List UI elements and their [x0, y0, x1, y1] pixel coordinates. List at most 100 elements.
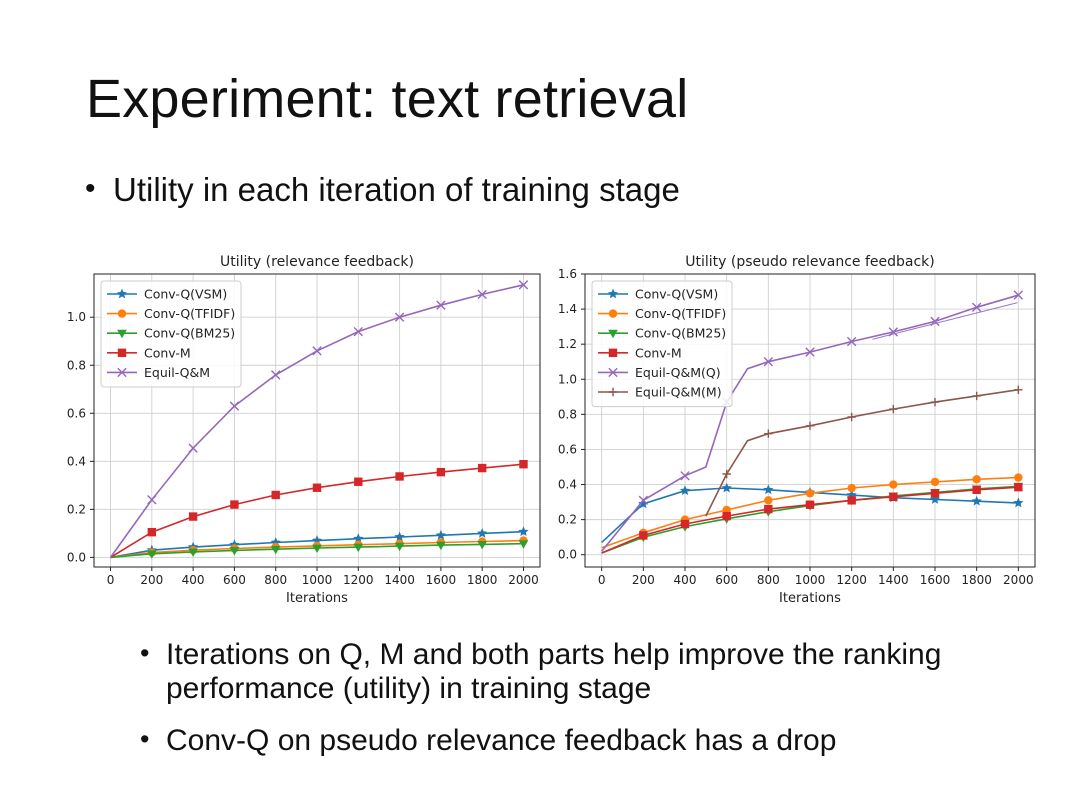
chart-title: Utility (pseudo relevance feedback) — [685, 254, 935, 270]
data-point — [1014, 482, 1023, 492]
data-point — [805, 347, 815, 357]
x-tick-label: 800 — [757, 573, 780, 587]
data-point — [312, 483, 322, 492]
data-point — [519, 460, 528, 469]
x-tick-label: 1600 — [426, 573, 457, 587]
x-tick-label: 0 — [107, 573, 115, 587]
legend-label: Conv-Q(BM25) — [635, 326, 726, 341]
data-point — [930, 489, 940, 498]
x-tick-label: 800 — [264, 573, 287, 587]
data-point — [889, 404, 898, 414]
data-point — [805, 500, 815, 509]
data-point — [805, 489, 815, 498]
y-tick-label: 0.2 — [558, 513, 577, 527]
data-point — [271, 490, 280, 500]
bullet-main-text: Utility in each iteration of training st… — [113, 171, 680, 208]
data-point — [311, 535, 323, 545]
bullet-sub-1-text: Iterations on Q, M and both parts help i… — [166, 638, 942, 705]
bullet-dot-icon: • — [85, 172, 96, 205]
data-point — [477, 541, 487, 550]
data-point — [188, 512, 198, 521]
series-conv-q-bm25 — [110, 540, 529, 559]
data-point — [638, 495, 649, 506]
x-tick-label: 1000 — [795, 573, 826, 587]
data-point — [436, 541, 446, 551]
legend-item-conv-q-vsm: Conv-Q(VSM) — [107, 287, 227, 302]
data-point — [1013, 497, 1024, 508]
data-point — [147, 527, 157, 537]
bullet-main: • Utility in each iteration of training … — [85, 171, 680, 209]
data-point — [147, 550, 157, 559]
data-point — [680, 471, 690, 481]
series-equil-q-m — [109, 280, 529, 558]
x-tick-label: 1400 — [878, 573, 909, 587]
data-point — [395, 472, 404, 481]
y-tick-label: 0.4 — [558, 478, 577, 492]
legend-marker — [117, 348, 127, 357]
data-point — [889, 492, 898, 502]
legend-marker — [117, 367, 127, 378]
legend-item-conv-q-bm25: Conv-Q(BM25) — [107, 326, 235, 341]
data-point — [394, 542, 405, 552]
x-axis-label: Iterations — [286, 591, 348, 606]
data-point — [638, 498, 649, 509]
y-tick-label: 1.0 — [67, 310, 86, 324]
y-tick-label: 1.2 — [558, 337, 577, 351]
data-point — [847, 496, 856, 505]
x-tick-label: 200 — [140, 573, 163, 587]
legend-marker — [608, 387, 618, 397]
x-tick-label: 1000 — [302, 573, 333, 587]
data-point — [722, 511, 731, 521]
data-point — [764, 504, 773, 514]
x-tick-label: 400 — [674, 573, 697, 587]
series-equil-q-m-q — [601, 290, 1024, 552]
data-point — [846, 336, 857, 347]
x-tick-label: 1400 — [384, 573, 415, 587]
data-point — [271, 370, 281, 380]
legend-item-conv-m: Conv-M — [107, 345, 191, 360]
data-point — [930, 477, 940, 487]
legend-item-conv-q-tfidf: Conv-Q(TFIDF) — [598, 306, 726, 321]
data-point — [354, 477, 363, 486]
legend-label: Conv-M — [635, 345, 682, 360]
y-tick-label: 0.4 — [67, 454, 86, 468]
legend-box — [100, 280, 242, 388]
x-tick-label: 1200 — [836, 573, 867, 587]
data-point — [477, 463, 487, 473]
legend: Conv-Q(VSM) Conv-Q(TFIDF) Conv-Q(BM25) Conv… — [100, 280, 242, 388]
x-tick-label: 0 — [598, 573, 606, 587]
legend-label: Conv-Q(TFIDF) — [635, 306, 726, 321]
y-tick-label: 0.6 — [67, 406, 86, 420]
legend-marker — [608, 329, 618, 339]
x-tick-label: 600 — [715, 573, 738, 587]
legend-label: Conv-M — [144, 345, 191, 360]
y-tick-label: 0.2 — [67, 502, 86, 516]
x-tick-label: 1200 — [343, 573, 374, 587]
data-point — [679, 485, 691, 496]
data-point — [518, 540, 529, 549]
legend-label: Conv-Q(VSM) — [144, 287, 227, 302]
data-point — [1014, 385, 1023, 394]
data-point — [764, 429, 773, 438]
x-tick-label: 1800 — [961, 573, 992, 587]
data-point — [394, 531, 405, 542]
legend-item-conv-q-tfidf: Conv-Q(TFIDF) — [107, 306, 235, 321]
data-point — [435, 529, 447, 540]
series-equil-q-m-m — [705, 385, 1023, 517]
series-line — [705, 389, 1019, 517]
data-point — [722, 469, 731, 479]
bullet-sub-1: • Iterations on Q, M and both parts help… — [140, 638, 986, 705]
chart-relevance-feedback: 0 200 400 600 800 1000 1200 1400 1600 1800 2000 0.0… — [67, 254, 541, 606]
chart-pseudo-relevance-feedback: 0 200 400 600 800 1000 1200 1400 1600 1800 2000 0.0… — [558, 254, 1036, 606]
data-point — [353, 543, 364, 553]
legend-item-equil-q-m-m: Equil-Q&M(M) — [598, 385, 722, 400]
x-tick-label: 1800 — [467, 573, 498, 587]
legend-item-equil-q-m-q: Equil-Q&M(Q) — [598, 365, 721, 380]
legend-box — [591, 280, 733, 408]
bullet-dot-icon: • — [140, 724, 150, 754]
data-point — [971, 302, 982, 313]
data-point — [1013, 290, 1024, 300]
x-tick-label: 200 — [632, 573, 655, 587]
x-tick-label: 2000 — [1003, 573, 1034, 587]
